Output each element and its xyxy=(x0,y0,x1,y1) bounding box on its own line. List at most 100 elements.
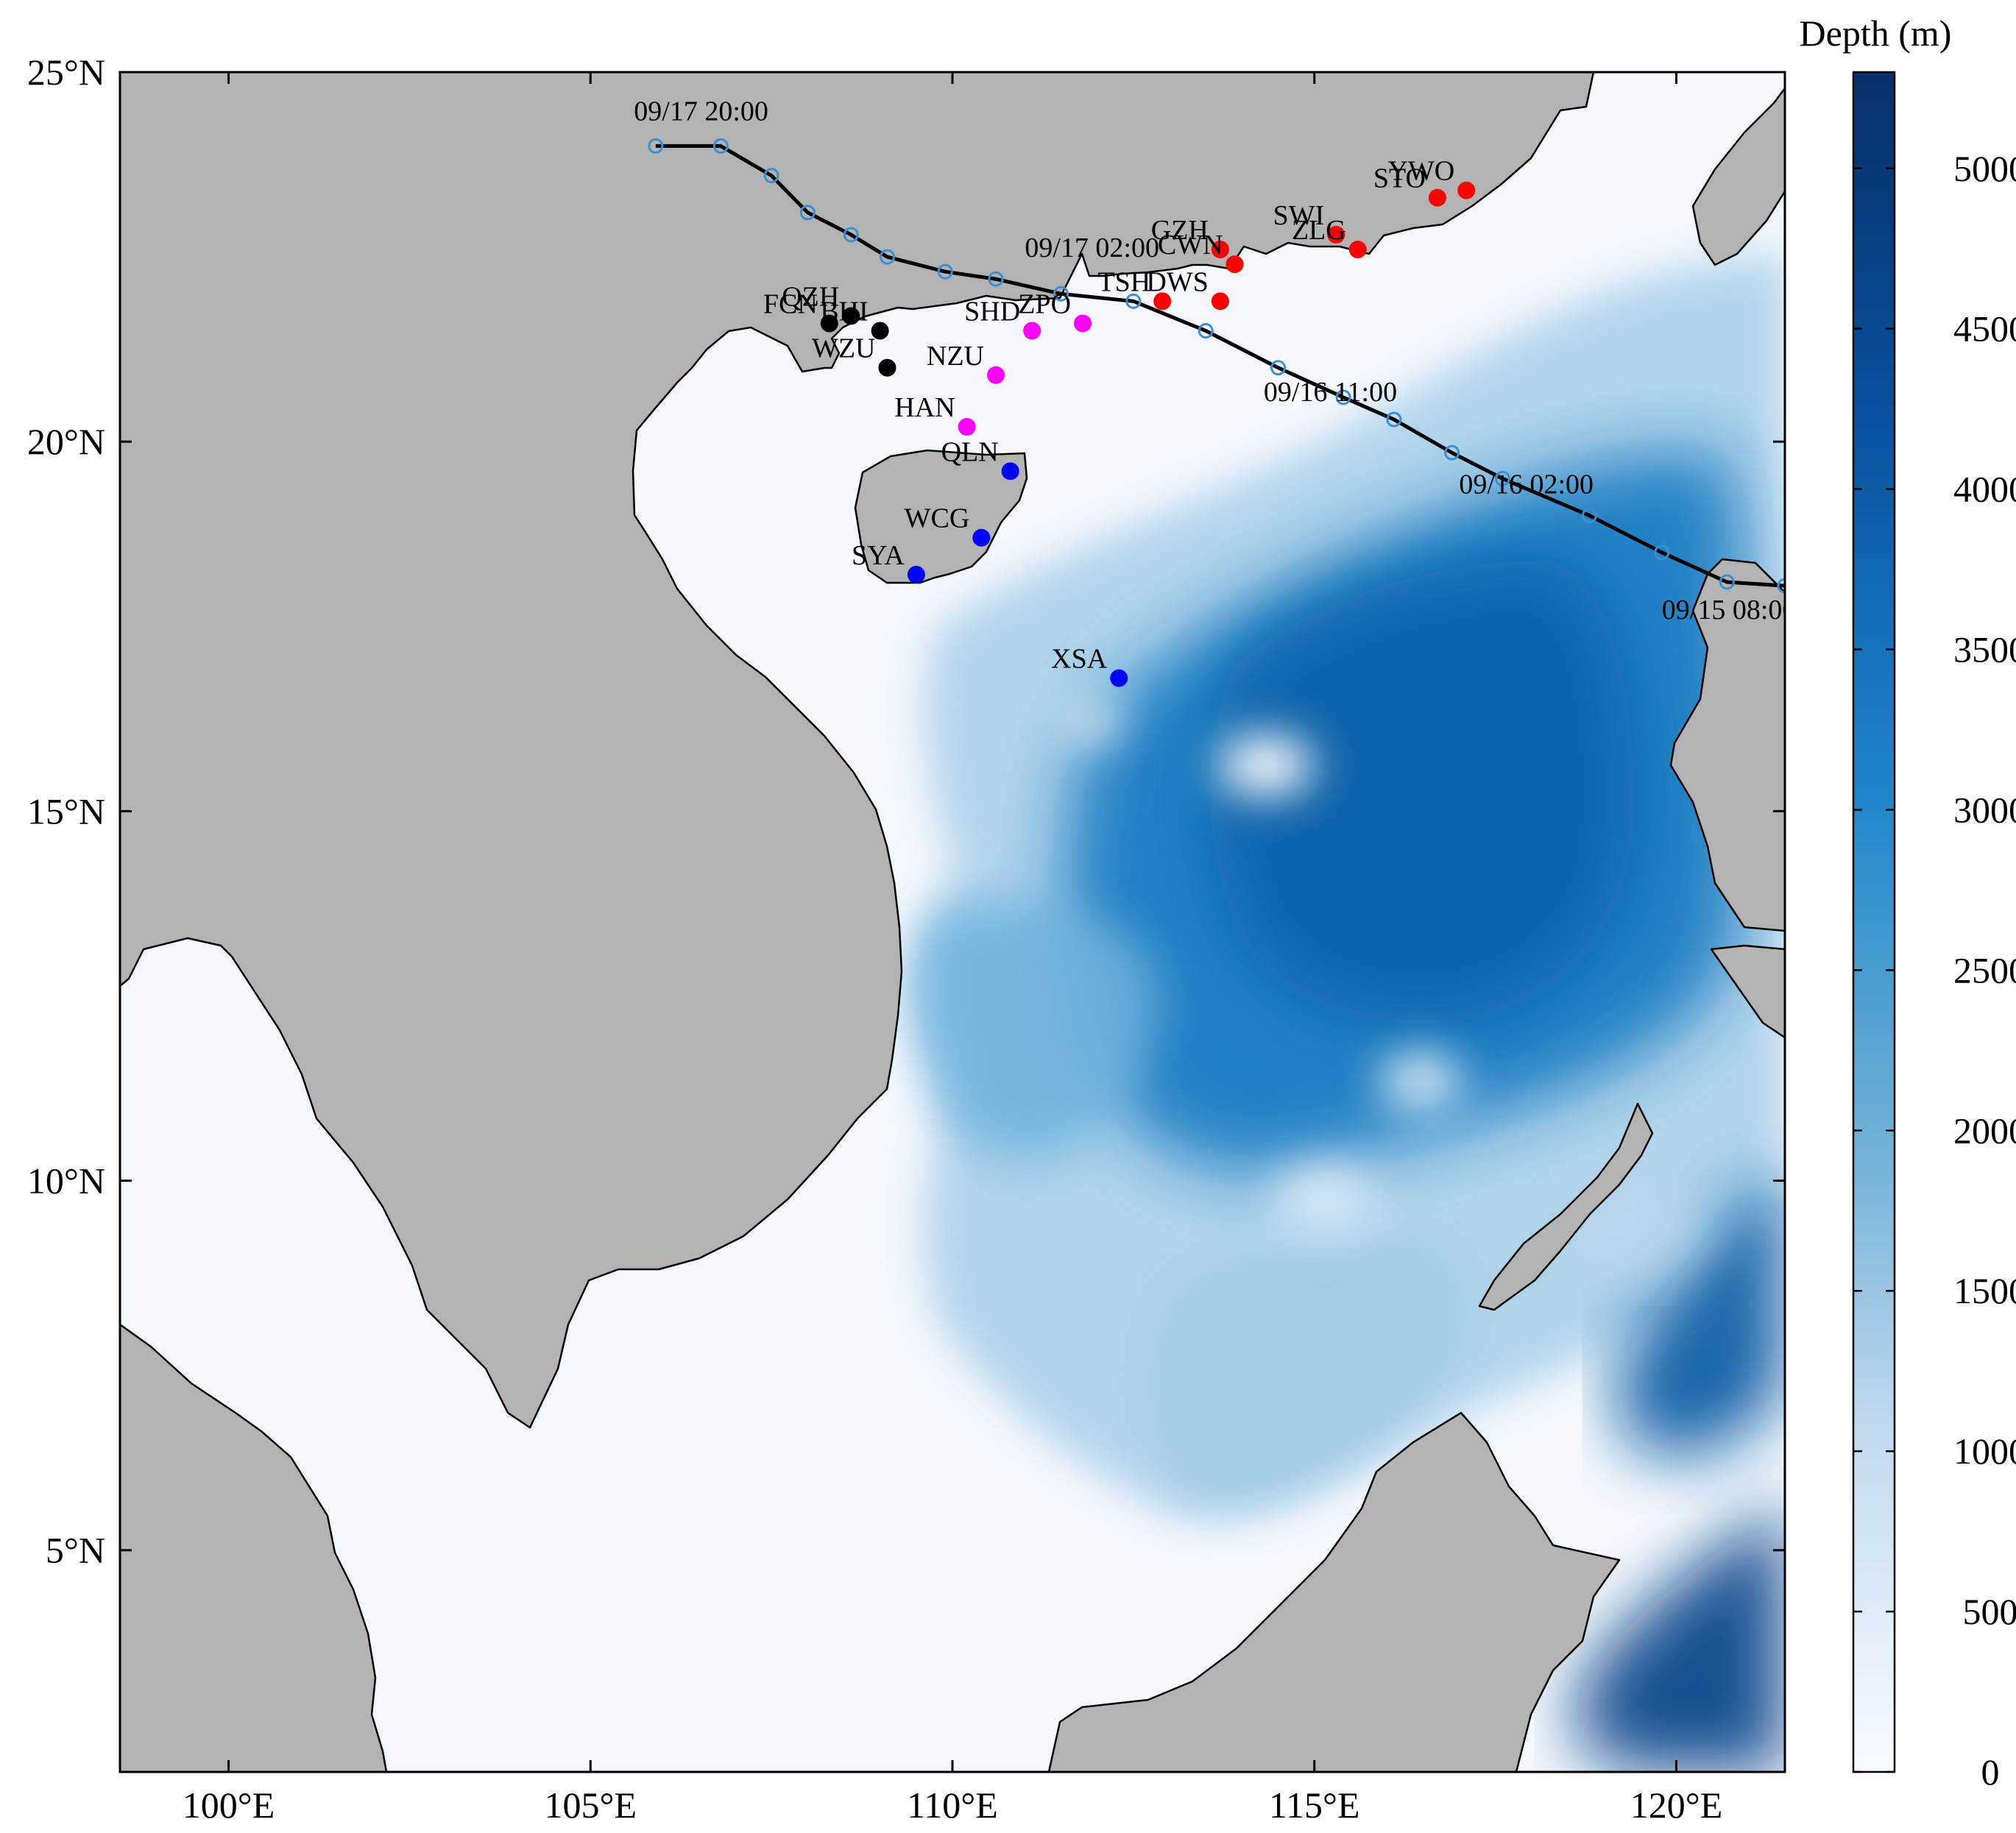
station-marker xyxy=(1457,181,1476,199)
station-label: XSA xyxy=(1051,644,1108,675)
land-palawan xyxy=(1478,1102,1654,1311)
station-label: YWO xyxy=(1388,156,1455,187)
station-label: ZLG xyxy=(1292,215,1346,246)
lon-tick-label: 105°E xyxy=(544,1784,637,1826)
track-position-marker xyxy=(763,168,779,184)
colorbar-tick-label: 4500 xyxy=(1953,308,2016,350)
station-marker xyxy=(820,314,838,333)
track-position-marker xyxy=(988,271,1004,287)
axes: 100°E 105°E 110°E 115°E 120°E 25°N 20°N 15°N 10°… xyxy=(27,52,1785,1826)
station-marker xyxy=(1153,292,1172,311)
station-label: GZH xyxy=(1151,215,1209,246)
colorbar-tick-label: 0 xyxy=(1981,1751,2000,1793)
station-label: WCG xyxy=(905,503,970,534)
track-line xyxy=(655,143,1785,588)
track-position-marker xyxy=(937,263,953,280)
track-time-label: 09/16 11:00 xyxy=(1264,377,1397,408)
colorbar-tick-label: 5000 xyxy=(1953,148,2016,189)
colorbar-title: Depth (m) xyxy=(1800,13,1952,54)
track-position-marker xyxy=(712,138,729,154)
station-marker xyxy=(972,528,991,547)
station-marker xyxy=(1001,462,1019,481)
colorbar-tick-label: 2500 xyxy=(1953,949,2016,990)
lat-tick-label: 25°N xyxy=(27,52,105,93)
lat-tick-label: 20°N xyxy=(27,421,105,462)
station-label: TSH xyxy=(1097,266,1150,297)
track-position-marker xyxy=(1125,293,1142,309)
track-time-label: 09/16 02:00 xyxy=(1459,469,1594,500)
station-marker xyxy=(1327,225,1345,244)
land-taiwan xyxy=(1691,87,1785,266)
station-label: QZH xyxy=(782,281,839,312)
track-position-marker xyxy=(1494,470,1510,486)
track-time-label: 09/17 02:00 xyxy=(1025,233,1159,263)
station-marker xyxy=(1428,188,1446,207)
track-position-marker xyxy=(1719,574,1735,590)
station-marker xyxy=(1225,255,1244,274)
station-label: FCN xyxy=(763,288,818,319)
track-position-marker xyxy=(1654,545,1670,561)
lat-tick-label: 15°N xyxy=(27,790,105,832)
track-position-marker xyxy=(648,138,664,154)
colorbar-tick-label: 500 xyxy=(1963,1591,2016,1632)
station-marker xyxy=(1110,669,1128,687)
colorbar-tick-label: 3000 xyxy=(1953,789,2016,830)
track-position-marker xyxy=(1386,411,1402,428)
track-position-marker xyxy=(1444,444,1460,461)
track-position-marker xyxy=(1198,323,1214,339)
track-position-marker xyxy=(843,227,859,243)
land-hainan xyxy=(854,449,1028,584)
colorbar: Depth (m) 0 500 1000 1500 2000 2500 3000 3500 40… xyxy=(1800,13,2016,1793)
station-marker xyxy=(1211,241,1229,259)
lon-tick-label: 100°E xyxy=(183,1784,275,1826)
station-label: WZU xyxy=(812,333,876,364)
station-marker xyxy=(958,418,976,436)
colorbar-tick-label: 3500 xyxy=(1953,629,2016,670)
station-label: SHD xyxy=(964,297,1020,327)
land-masses xyxy=(120,72,1785,1772)
station-label: DWS xyxy=(1146,266,1208,297)
station-label: HAN xyxy=(894,392,955,423)
station-label: SWI xyxy=(1273,200,1325,231)
track-time-label: 09/15 08:00 xyxy=(1662,595,1797,625)
lat-tick-label: 5°N xyxy=(46,1530,105,1571)
station-label: ZPO xyxy=(1018,288,1071,319)
station-label: BHI xyxy=(820,297,868,327)
land-borneo xyxy=(1047,1411,1621,1772)
track-position-marker xyxy=(879,249,895,265)
station-label: SYA xyxy=(852,540,905,571)
colorbar-tick-label: 4000 xyxy=(1953,469,2016,510)
station-marker xyxy=(1211,292,1229,311)
station-marker xyxy=(907,565,925,584)
typhoon-track: 09/17 20:00 09/17 02:00 09/16 11:00 09/16 0… xyxy=(634,96,1797,625)
station-label: CWN xyxy=(1158,230,1223,260)
bathymetry-shading xyxy=(909,250,1785,1772)
track-position-marker xyxy=(1581,508,1597,524)
colorbar-tick-label: 1000 xyxy=(1953,1430,2016,1472)
station-label: NZU xyxy=(927,341,984,372)
station-marker xyxy=(878,358,896,377)
lon-tick-label: 120°E xyxy=(1630,1784,1723,1826)
track-position-marker xyxy=(1053,286,1069,302)
station-marker xyxy=(842,307,860,325)
colorbar-gradient xyxy=(1852,71,1896,1773)
land-mindoro xyxy=(1710,944,1785,1039)
track-position-marker xyxy=(1335,389,1351,405)
land-luzon xyxy=(1669,558,1785,932)
track-position-marker xyxy=(799,205,816,221)
colorbar-tick-label: 1500 xyxy=(1953,1270,2016,1311)
lon-tick-label: 110°E xyxy=(907,1784,998,1826)
station-marker xyxy=(871,322,889,340)
station-marker xyxy=(1023,322,1041,340)
track-position-marker xyxy=(1777,578,1785,594)
lon-tick-label: 115°E xyxy=(1269,1784,1360,1826)
station-marker xyxy=(987,366,1005,384)
station-label: QLN xyxy=(941,436,999,467)
lat-tick-label: 10°N xyxy=(27,1160,105,1202)
station-marker xyxy=(1348,241,1367,259)
station-label: STO xyxy=(1373,163,1426,194)
colorbar-tick-label: 2000 xyxy=(1953,1110,2016,1151)
station-marker xyxy=(1074,314,1092,333)
